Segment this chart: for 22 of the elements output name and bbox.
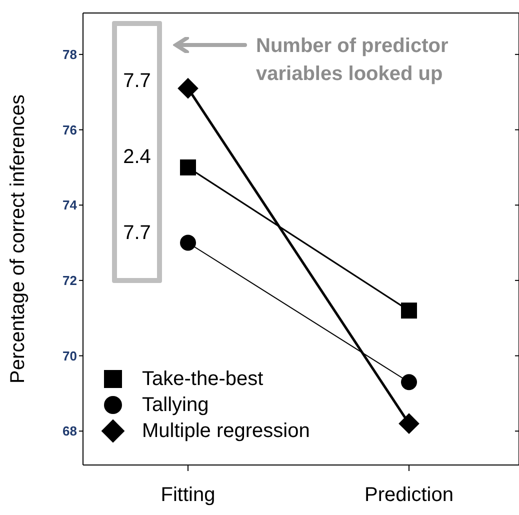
point xyxy=(398,413,420,434)
point xyxy=(401,374,417,390)
y-tick-label: 76 xyxy=(62,122,77,138)
legend-label: Take-the-best xyxy=(142,368,264,390)
point xyxy=(180,234,196,251)
point xyxy=(178,78,198,99)
legend-label: Tallying xyxy=(142,394,209,416)
y-tick-label: 68 xyxy=(62,424,77,439)
point xyxy=(401,302,417,319)
x-tick-label: Prediction xyxy=(364,484,454,506)
annotation: 7.7 xyxy=(122,70,152,93)
annotation: Number of predictor variables looked up xyxy=(256,34,450,87)
y-tick-label: 72 xyxy=(62,273,77,288)
y-axis-title: Percentage of correct inferences xyxy=(7,94,30,384)
annotation: 7.7 xyxy=(122,222,152,245)
y-tick-label: 70 xyxy=(62,348,77,364)
y-tick-label: 74 xyxy=(62,198,78,213)
annotation: 2.4 xyxy=(122,146,152,169)
point xyxy=(180,159,196,176)
legend-label: Multiple regression xyxy=(142,420,310,442)
x-tick-label: Fitting xyxy=(160,484,216,506)
y-tick-label: 78 xyxy=(62,47,77,62)
